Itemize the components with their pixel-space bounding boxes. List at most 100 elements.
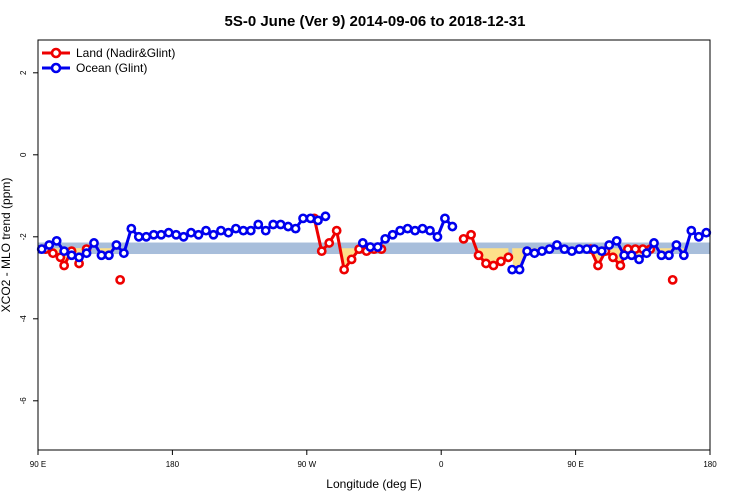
data-point — [148, 229, 159, 240]
y-tick-label: -6 — [19, 397, 28, 405]
data-point — [552, 240, 562, 250]
data-point — [313, 215, 323, 226]
data-point — [223, 227, 234, 238]
data-point — [656, 250, 667, 261]
data-point — [529, 248, 540, 259]
data-point — [171, 229, 182, 240]
data-point — [466, 229, 476, 240]
data-point — [693, 231, 704, 242]
data-point — [447, 221, 458, 232]
data-point — [604, 240, 615, 250]
data-point — [66, 250, 77, 261]
data-point — [163, 227, 174, 238]
y-tick-label: -2 — [19, 233, 28, 241]
data-point — [395, 225, 406, 236]
x-tick-label: 90 E — [30, 460, 46, 469]
data-point — [245, 225, 256, 236]
x-tick-label: 0 — [439, 460, 444, 469]
x-tick-label: 180 — [703, 460, 717, 469]
data-point — [141, 231, 152, 242]
data-point — [193, 229, 204, 240]
data-point — [481, 258, 491, 269]
data-point — [641, 248, 652, 259]
data-point — [208, 229, 219, 240]
data-point — [410, 225, 420, 236]
x-tick-label: 90 W — [297, 460, 316, 469]
data-point — [316, 246, 327, 257]
data-point — [216, 225, 226, 236]
plot-area — [36, 211, 712, 285]
data-point — [432, 231, 443, 242]
data-point — [402, 223, 413, 234]
y-tick-label: 2 — [19, 70, 28, 75]
data-point — [678, 250, 689, 261]
data-point — [574, 244, 585, 254]
legend-label: Ocean (Glint) — [76, 61, 147, 75]
data-point — [626, 250, 637, 261]
data-point — [619, 250, 630, 261]
data-point — [290, 223, 301, 234]
data-point — [104, 250, 114, 261]
legend-item-land: Land (Nadir&Glint) — [42, 46, 175, 60]
data-point — [115, 274, 126, 285]
data-point — [89, 238, 99, 248]
data-point — [514, 264, 525, 275]
y-axis-label: XCO2 - MLO trend (ppm) — [0, 178, 13, 313]
x-tick-label: 90 E — [567, 460, 583, 469]
data-point — [186, 227, 196, 238]
data-point — [440, 213, 450, 224]
data-point — [260, 225, 271, 236]
data-point — [133, 231, 144, 242]
data-point — [671, 240, 682, 250]
data-point — [96, 250, 107, 261]
data-point — [589, 244, 600, 254]
data-point — [118, 248, 129, 259]
data-point — [48, 248, 58, 259]
data-point — [156, 229, 167, 240]
y-tick-label: 0 — [19, 152, 28, 157]
data-point — [380, 233, 391, 244]
data-point — [634, 254, 644, 265]
x-tick-label: 180 — [166, 460, 180, 469]
data-point — [357, 238, 368, 248]
data-point — [503, 252, 514, 263]
legend-item-ocean: Ocean (Glint) — [42, 61, 147, 75]
data-point — [488, 260, 499, 271]
data-point — [701, 227, 712, 238]
data-point — [74, 252, 84, 263]
legend-marker — [50, 47, 62, 59]
data-point — [611, 235, 622, 246]
data-point — [387, 229, 398, 240]
data-point — [230, 223, 241, 234]
data-point — [559, 244, 570, 254]
data-point — [581, 244, 592, 254]
data-point — [44, 240, 55, 250]
data-point — [417, 223, 428, 234]
data-point — [537, 246, 547, 257]
data-point — [283, 221, 294, 232]
data-point — [59, 260, 70, 271]
data-point — [298, 213, 308, 224]
y-tick-label: -4 — [19, 315, 28, 323]
data-point — [178, 231, 189, 242]
data-point — [346, 254, 357, 265]
data-point — [324, 238, 335, 248]
data-point — [59, 246, 70, 257]
data-point — [253, 219, 264, 230]
data-point — [305, 213, 316, 224]
data-point — [593, 260, 603, 271]
data-point — [507, 264, 518, 275]
data-point — [615, 260, 626, 271]
data-point — [126, 223, 137, 234]
legend-marker — [50, 62, 62, 74]
data-point — [268, 219, 279, 230]
data-point — [81, 248, 92, 259]
data-point — [275, 219, 286, 230]
y-axis: 2 0 -2 -4 -6 — [19, 70, 38, 404]
x-axis: 90 E 180 90 W 0 90 E 180 — [30, 450, 717, 469]
data-point — [331, 225, 342, 236]
data-point — [51, 235, 62, 246]
data-point — [522, 246, 532, 257]
data-point — [608, 252, 618, 263]
